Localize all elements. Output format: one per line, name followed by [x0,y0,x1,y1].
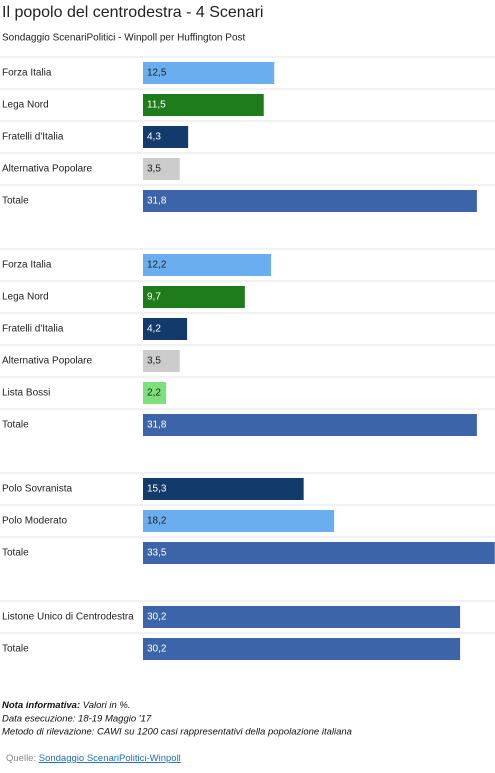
category-label: Listone Unico di Centrodestra [2,612,134,623]
value-label: 12,5 [147,68,167,79]
category-label: Totale [2,196,29,207]
bar [143,190,477,212]
value-label: 30,2 [147,644,167,655]
category-label: Totale [2,644,29,655]
value-label: 11,5 [147,100,166,111]
value-label: 3,5 [147,164,161,175]
bar [143,638,461,660]
category-label: Forza Italia [2,260,52,271]
bar [143,350,180,372]
detail: Metodo di rilevazione: CAWI su 1200 casi… [2,727,352,738]
value-label: 31,8 [147,196,167,207]
category-label: Lega Nord [2,100,49,111]
note-text: Valori in %. [83,700,131,711]
value-label: 3,5 [147,356,161,367]
value-label: 2,2 [147,388,161,399]
category-label: Fratelli d'Italia [2,132,64,143]
category-label: Polo Sovranista [2,484,72,495]
value-label: 9,7 [147,292,161,303]
bar [143,318,188,340]
detail: Data esecuzione: 18-19 Maggio '17 [2,714,152,725]
category-label: Alternativa Popolare [2,164,92,175]
bar [143,158,180,180]
category-label: Alternativa Popolare [2,356,92,367]
value-label: 12,2 [147,260,167,271]
category-label: Lista Bossi [2,388,50,399]
category-label: Totale [2,420,29,431]
value-label: 4,3 [147,132,161,143]
note: Nota informativa: Valori in %. [2,700,130,711]
value-label: 30,2 [147,612,167,623]
value-label: 31,8 [147,420,167,431]
value-label: 33,5 [147,548,167,559]
note-label: Nota informativa: [2,700,80,711]
source-label: Quelle: [6,753,36,764]
bar [143,414,477,436]
value-label: 18,2 [147,516,167,527]
category-label: Fratelli d'Italia [2,324,64,335]
bar [143,62,275,84]
bar [143,126,189,148]
source: Quelle: Sondaggio ScenariPolitici-Winpol… [6,753,181,764]
bar [143,94,264,116]
category-label: Totale [2,548,29,559]
value-label: 15,3 [147,484,167,495]
bar [143,254,272,276]
category-label: Lega Nord [2,292,49,303]
bar [143,286,245,308]
bar [143,510,335,532]
chart-title: Il popolo del centrodestra - 4 Scenari [2,4,263,21]
source-link[interactable]: Sondaggio ScenariPolitici-Winpoll [39,753,181,764]
subtitle: Sondaggio ScenariPolitici - Winpoll per … [2,33,246,44]
bar [143,606,461,628]
bar [143,478,304,500]
value-label: 4,2 [147,324,161,335]
category-label: Polo Moderato [2,516,67,527]
category-label: Forza Italia [2,68,52,79]
bar [143,542,495,564]
bar [143,382,167,404]
